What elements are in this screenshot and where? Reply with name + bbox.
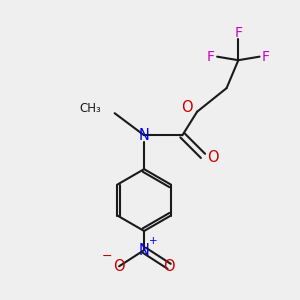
Text: F: F — [207, 50, 215, 64]
Text: O: O — [113, 259, 125, 274]
Text: CH₃: CH₃ — [80, 102, 101, 115]
Text: F: F — [234, 26, 242, 40]
Text: N: N — [139, 128, 149, 143]
Text: O: O — [181, 100, 193, 115]
Text: N: N — [139, 243, 149, 258]
Text: F: F — [262, 50, 270, 64]
Text: −: − — [101, 250, 112, 262]
Text: +: + — [149, 236, 158, 246]
Text: O: O — [208, 150, 219, 165]
Text: O: O — [163, 259, 175, 274]
